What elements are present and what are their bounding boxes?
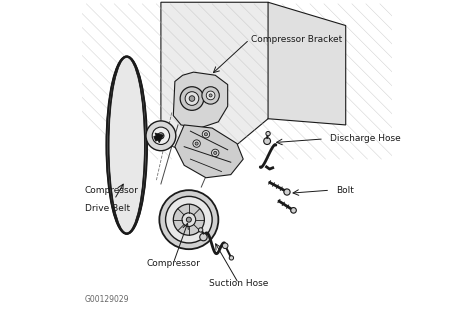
Circle shape: [202, 130, 210, 138]
Text: Discharge Hose: Discharge Hose: [330, 134, 401, 144]
Text: Drive Belt: Drive Belt: [85, 204, 130, 213]
Polygon shape: [161, 2, 293, 156]
Circle shape: [211, 149, 219, 157]
Text: G00129029: G00129029: [85, 295, 129, 304]
Circle shape: [291, 207, 296, 213]
Circle shape: [173, 204, 204, 235]
Circle shape: [152, 127, 170, 144]
Circle shape: [222, 243, 228, 249]
Circle shape: [264, 138, 271, 144]
Polygon shape: [268, 2, 346, 125]
Circle shape: [193, 140, 201, 147]
Text: Compressor: Compressor: [146, 259, 200, 268]
Text: Bolt: Bolt: [337, 186, 354, 195]
Ellipse shape: [105, 55, 148, 235]
Text: Compressor Bracket: Compressor Bracket: [251, 35, 342, 44]
Circle shape: [202, 87, 219, 104]
Circle shape: [284, 189, 290, 195]
Circle shape: [199, 228, 203, 232]
Circle shape: [229, 256, 234, 260]
Circle shape: [195, 142, 198, 145]
Polygon shape: [173, 72, 228, 128]
Circle shape: [186, 217, 191, 222]
Circle shape: [189, 96, 195, 101]
Circle shape: [159, 190, 219, 249]
FancyArrow shape: [154, 133, 164, 143]
Circle shape: [209, 94, 212, 97]
Circle shape: [206, 91, 215, 100]
Circle shape: [214, 151, 217, 154]
Ellipse shape: [110, 58, 144, 232]
Circle shape: [266, 131, 270, 136]
Circle shape: [182, 213, 196, 227]
Circle shape: [146, 121, 176, 151]
Circle shape: [165, 196, 212, 243]
Text: Compressor: Compressor: [85, 186, 139, 195]
Circle shape: [204, 133, 208, 136]
Circle shape: [200, 233, 207, 241]
Polygon shape: [175, 125, 243, 178]
Circle shape: [158, 133, 164, 139]
Text: Suction Hose: Suction Hose: [209, 279, 268, 288]
Circle shape: [180, 87, 204, 110]
Circle shape: [185, 92, 199, 105]
